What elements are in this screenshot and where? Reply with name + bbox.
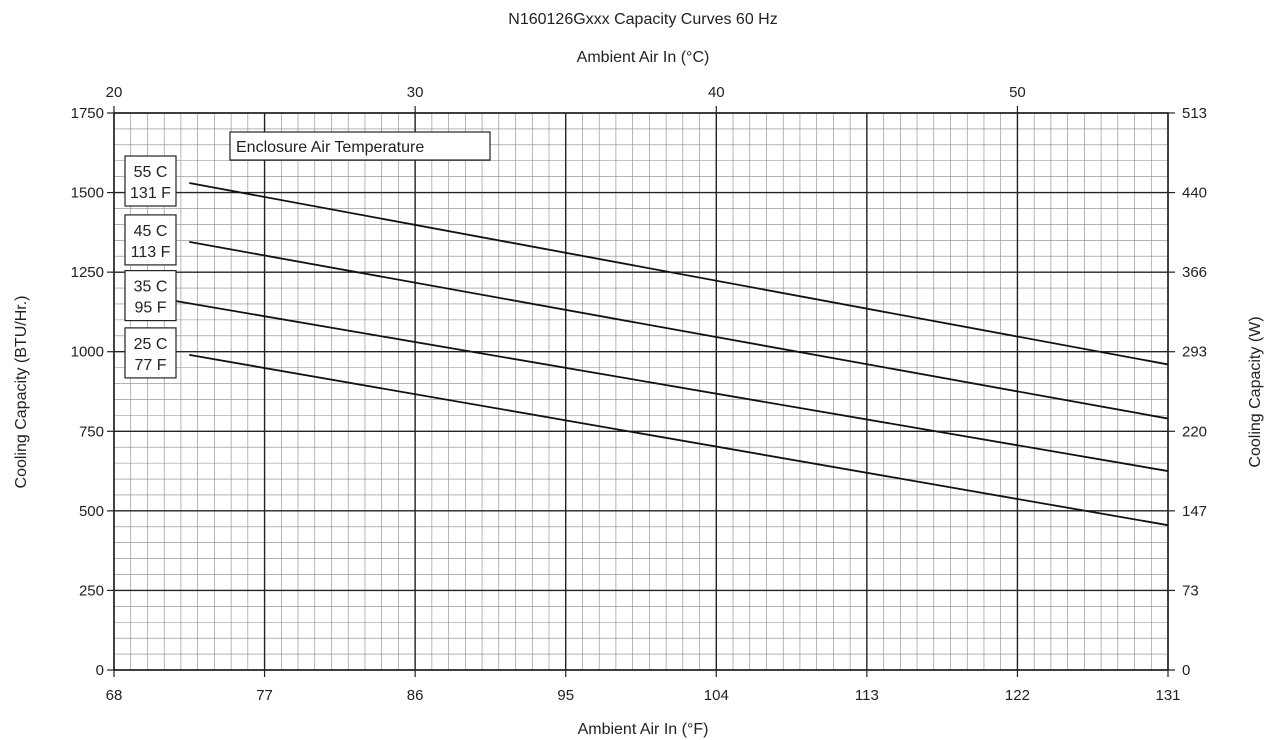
legend-title-box [229,131,491,161]
series-line-45c [189,241,1169,420]
bottom-tick-label: 68 [106,687,123,704]
series-label-celsius: 45 C [134,223,168,240]
left-tick-label: 1000 [71,344,104,361]
series-label-box [124,327,177,379]
bottom-tick-label: 86 [407,687,424,704]
series-lines [155,182,1169,527]
left-axis-label: Cooling Capacity (BTU/Hr.) [13,296,30,489]
right-tick-label: 293 [1182,344,1207,361]
right-tick-label: 440 [1182,185,1207,202]
left-tick-label: 0 [96,662,104,679]
bottom-tick-label: 95 [557,687,574,704]
series-label-fahrenheit: 95 F [134,300,166,317]
bottom-axis-label: Ambient Air In (°F) [578,721,709,738]
bottom-tick-label: 77 [256,687,273,704]
left-tick-label: 1500 [71,185,104,202]
chart-title: N160126Gxxx Capacity Curves 60 Hz [508,11,777,28]
series-label-box [124,270,177,322]
top-axis-label: Ambient Air In (°C) [577,49,710,66]
series-label-fahrenheit: 113 F [131,244,171,261]
left-tick-label: 750 [79,423,104,440]
plot-frame [113,112,1169,671]
right-tick-label: 220 [1182,423,1207,440]
right-tick-label: 366 [1182,264,1207,281]
right-tick-label: 147 [1182,503,1207,520]
series-line-35c [155,296,1169,472]
series-label-fahrenheit: 77 F [134,357,166,374]
left-tick-label: 250 [79,582,104,599]
bottom-tick-label: 122 [1005,687,1030,704]
series-label-celsius: 25 C [134,336,168,353]
series-line-25c [189,354,1169,527]
top-tick-label: 20 [106,84,123,101]
right-tick-label: 73 [1182,582,1199,599]
bottom-tick-label: 104 [704,687,729,704]
top-tick-label: 40 [708,84,725,101]
series-line-55c [189,182,1169,366]
top-tick-label: 30 [407,84,424,101]
left-tick-label: 1750 [71,105,104,122]
right-tick-label: 513 [1182,105,1207,122]
left-tick-label: 1250 [71,264,104,281]
legend: Enclosure Air Temperature 55 C 131 F 45 C 11… [124,131,491,379]
series-label-celsius: 35 C [134,279,168,296]
bottom-tick-label: 131 [1155,687,1180,704]
series-label-box [124,155,177,207]
right-axis-label: Cooling Capacity (W) [1247,316,1264,467]
legend-title: Enclosure Air Temperature [236,139,424,156]
grid [113,112,1169,671]
left-tick-label: 500 [79,503,104,520]
bottom-tick-label: 113 [855,687,879,704]
top-tick-label: 50 [1009,84,1026,101]
right-tick-label: 0 [1182,662,1190,679]
series-label-box [124,214,177,266]
series-label-fahrenheit: 131 F [130,185,171,202]
series-label-celsius: 55 C [134,164,168,181]
